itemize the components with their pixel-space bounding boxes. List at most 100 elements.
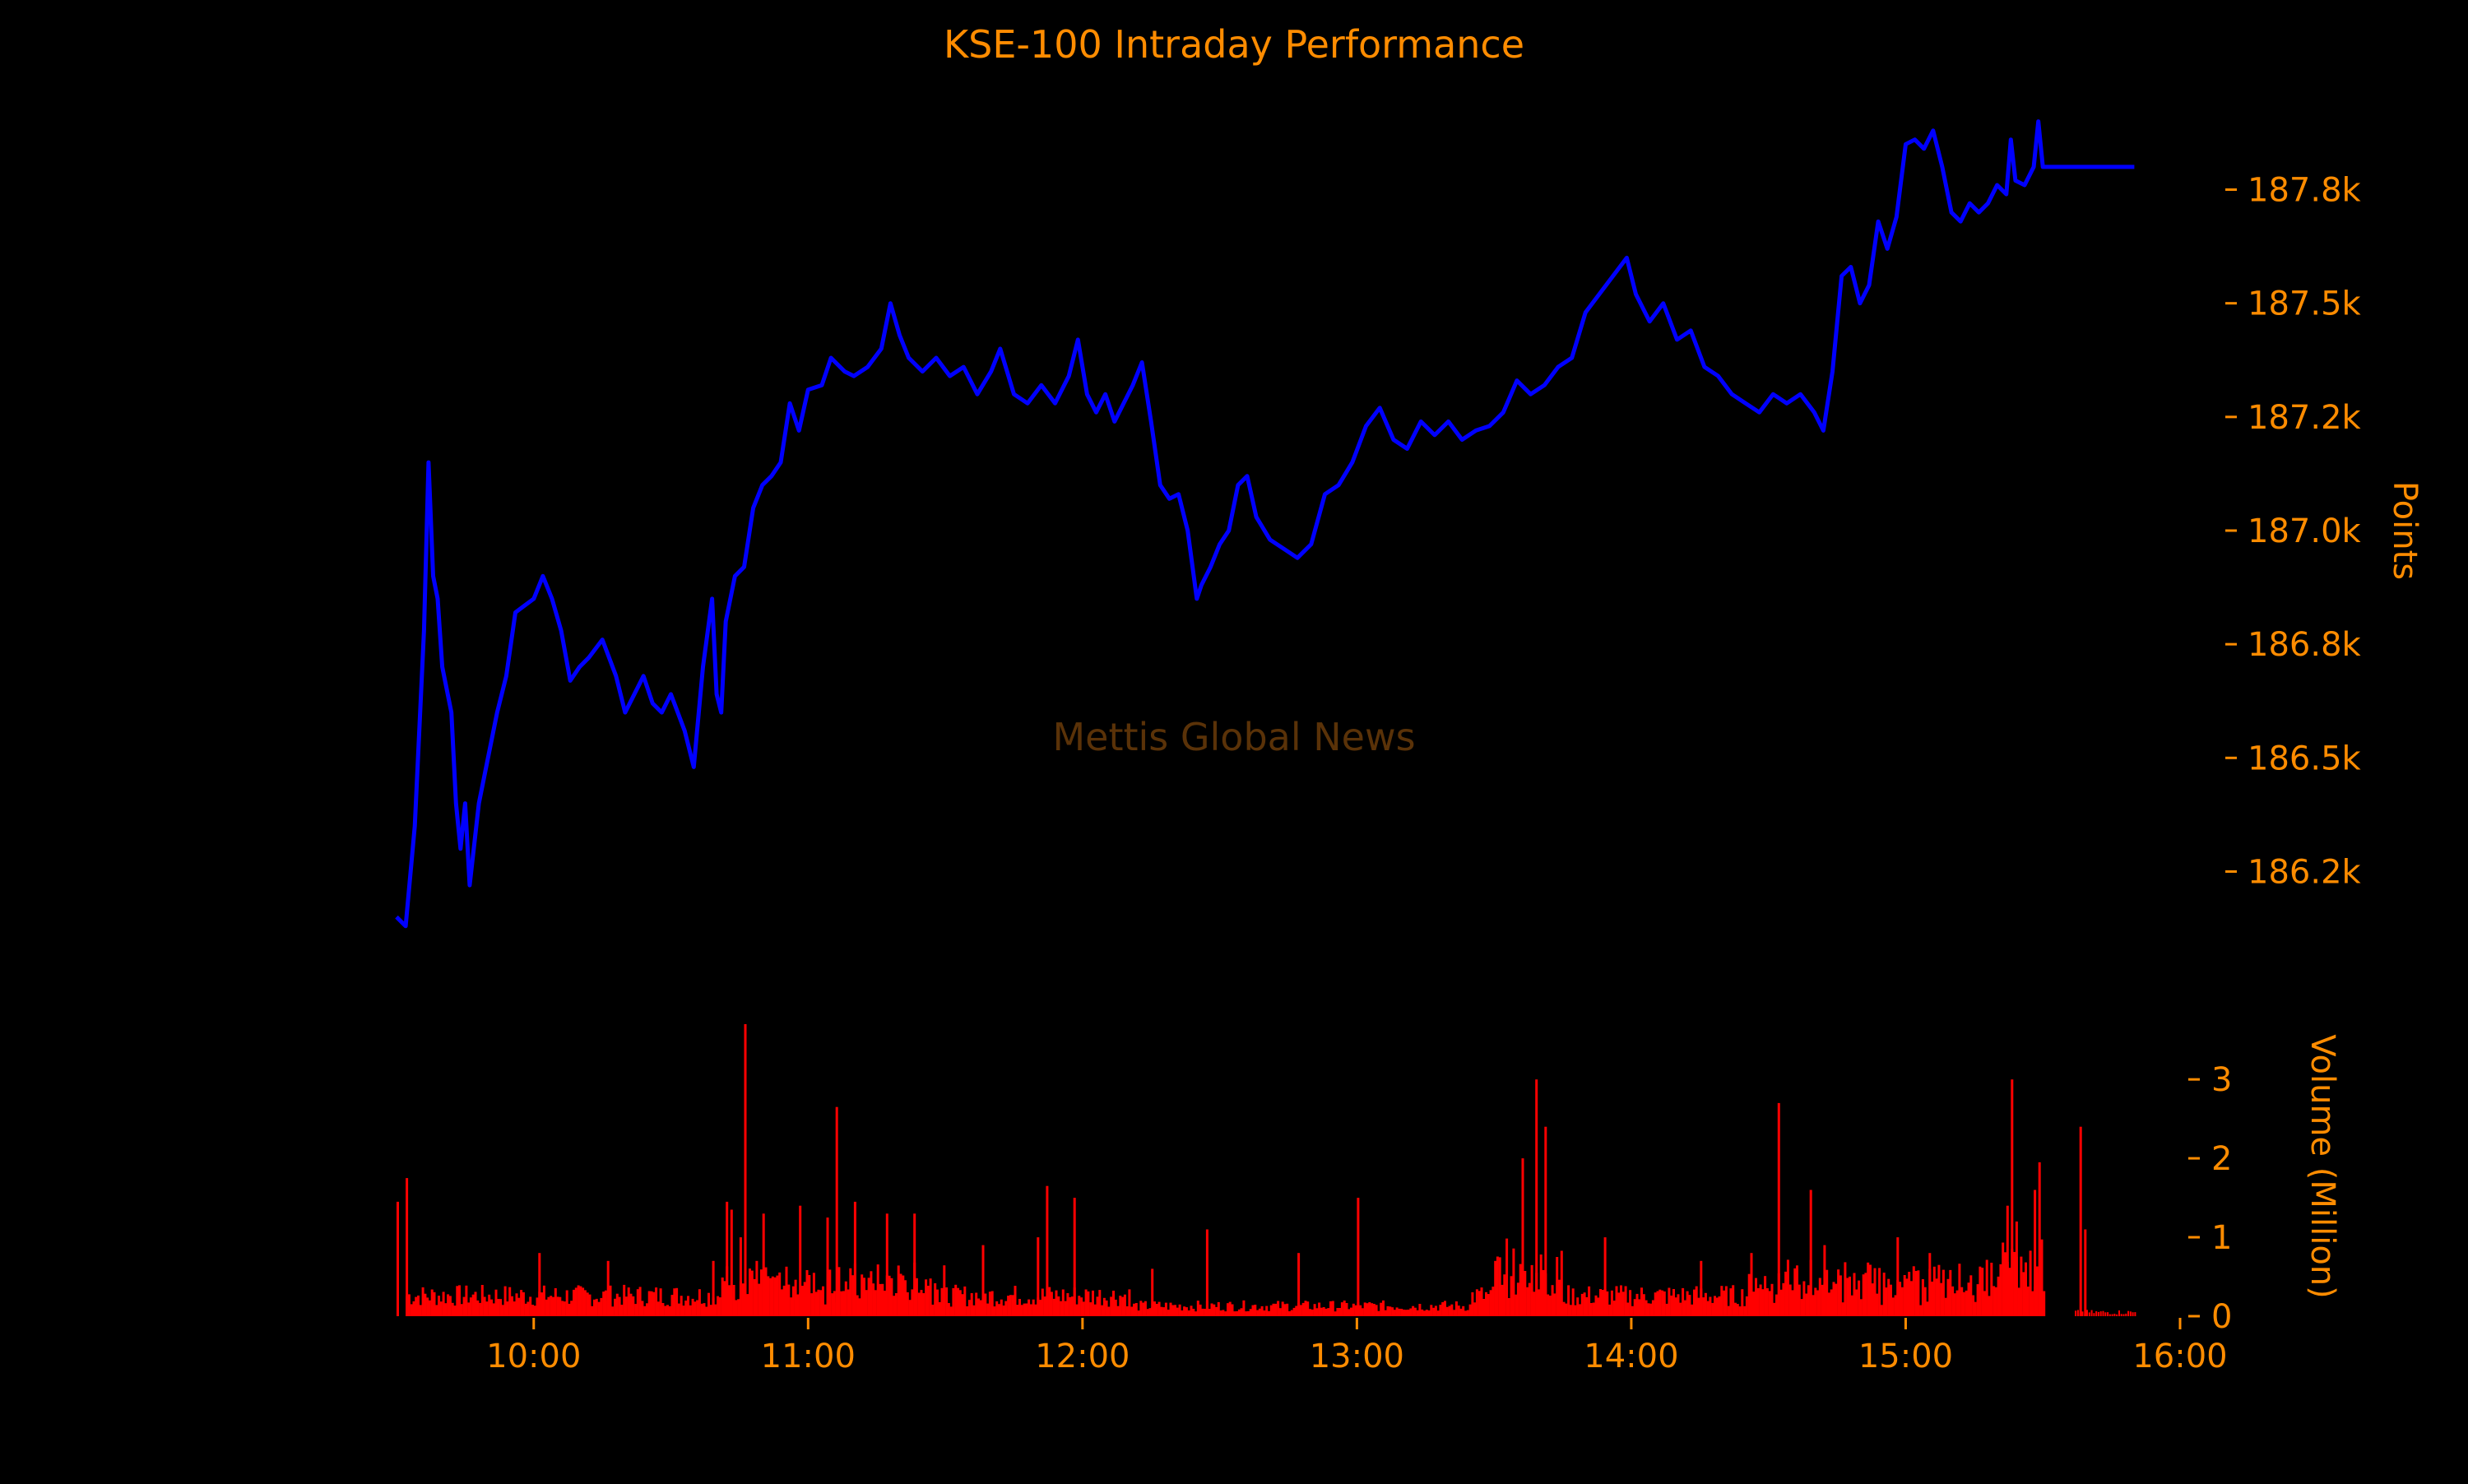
volume-base-bar <box>1599 1289 1602 1316</box>
volume-base-bar <box>741 1283 745 1316</box>
volume-base-bar <box>1384 1310 1387 1316</box>
volume-base-bar <box>2076 1310 2079 1316</box>
volume-base-bar <box>462 1296 466 1316</box>
volume-base-bar <box>480 1285 484 1316</box>
volume-base-bar <box>1016 1305 1019 1316</box>
volume-base-bar <box>865 1290 868 1316</box>
volume-base-bar <box>1020 1305 1023 1316</box>
volume-base-bar <box>568 1303 571 1316</box>
volume-base-bar <box>749 1268 751 1316</box>
volume-base-bar <box>1997 1276 2000 1316</box>
volume-base-bar <box>1290 1310 1293 1316</box>
volume-base-bar <box>1432 1307 1436 1316</box>
volume-spike-20 <box>1151 1268 1154 1316</box>
volume-base-bar <box>1331 1301 1334 1316</box>
volume-base-bar <box>1899 1282 1902 1316</box>
volume-base-bar <box>1569 1305 1572 1316</box>
volume-base-bar <box>614 1298 617 1316</box>
volume-base-bar <box>641 1301 644 1316</box>
volume-base-bar <box>1761 1289 1765 1316</box>
volume-base-bar <box>623 1284 626 1316</box>
volume-base-bar <box>844 1281 847 1316</box>
volume-base-bar <box>1873 1268 1877 1316</box>
volume-tick-label-1: 1 <box>2211 1219 2232 1257</box>
volume-base-bar <box>536 1297 539 1316</box>
volume-base-bar <box>1231 1304 1234 1316</box>
volume-base-bar <box>1510 1276 1513 1316</box>
volume-base-bar <box>1981 1268 1984 1316</box>
volume-base-bar <box>1752 1292 1756 1316</box>
chart-title: KSE-100 Intraday Performance <box>944 22 1524 67</box>
volume-base-bar <box>758 1283 761 1316</box>
volume-base-bar <box>1425 1310 1428 1316</box>
volume-base-bar <box>906 1292 909 1316</box>
volume-base-bar <box>2020 1256 2023 1316</box>
volume-base-bar <box>1260 1305 1264 1316</box>
volume-base-bar <box>417 1295 420 1316</box>
volume-base-bar <box>1018 1299 1021 1316</box>
volume-base-bar <box>1050 1292 1053 1316</box>
volume-base-bar <box>1816 1290 1820 1316</box>
volume-base-bar <box>1597 1297 1600 1316</box>
volume-base-bar <box>540 1292 544 1316</box>
volume-spike-37 <box>2011 1079 2014 1316</box>
volume-base-bar <box>483 1296 486 1316</box>
volume-base-bar <box>717 1296 720 1316</box>
volume-base-bar <box>1919 1305 1923 1316</box>
volume-base-bar <box>1734 1302 1737 1316</box>
volume-base-bar <box>433 1292 436 1316</box>
volume-base-bar <box>490 1299 493 1316</box>
volume-base-bar <box>876 1264 879 1316</box>
volume-base-bar <box>1080 1297 1083 1316</box>
volume-base-bar <box>1295 1305 1298 1316</box>
volume-base-bar <box>2093 1313 2095 1316</box>
volume-base-bar <box>1629 1290 1632 1316</box>
volume-base-bar <box>1315 1308 1319 1316</box>
volume-base-bar <box>682 1305 685 1316</box>
volume-base-bar <box>753 1278 756 1316</box>
volume-base-bar <box>1988 1296 1991 1316</box>
volume-base-bar <box>796 1294 800 1316</box>
volume-base-bar <box>1953 1293 1956 1316</box>
volume-base-bar <box>917 1292 921 1316</box>
volume-base-bar <box>595 1298 598 1316</box>
volume-base-bar <box>456 1286 459 1316</box>
volume-base-bar <box>1215 1306 1218 1316</box>
volume-base-bar <box>1453 1310 1456 1316</box>
volume-base-bar <box>1617 1292 1621 1316</box>
volume-base-bar <box>1498 1257 1501 1316</box>
volume-spike-2 <box>538 1253 541 1316</box>
volume-base-bar <box>1530 1264 1533 1316</box>
volume-base-bar <box>970 1293 973 1316</box>
volume-base-bar <box>1645 1300 1648 1316</box>
volume-spike-1 <box>406 1178 409 1316</box>
volume-base-bar <box>1128 1289 1131 1316</box>
volume-base-bar <box>1258 1308 1261 1316</box>
volume-spike-3 <box>606 1260 610 1316</box>
volume-base-bar <box>1921 1279 1924 1316</box>
volume-base-bar <box>1974 1301 1977 1316</box>
volume-base-bar <box>2090 1310 2093 1316</box>
volume-base-bar <box>550 1296 553 1316</box>
volume-base-bar <box>656 1301 660 1316</box>
volume-base-bar <box>2017 1287 2020 1316</box>
volume-base-bar <box>810 1293 814 1316</box>
volume-base-bar <box>1348 1309 1351 1316</box>
volume-base-bar <box>1589 1303 1593 1316</box>
volume-base-bar <box>547 1296 550 1316</box>
volume-base-bar <box>1835 1283 1838 1316</box>
volume-base-bar <box>1610 1290 1613 1316</box>
price-tick-label-1: 186.5k <box>2248 740 2362 777</box>
volume-base-bar <box>958 1290 962 1316</box>
volume-base-bar <box>1407 1310 1410 1316</box>
volume-base-bar <box>1515 1294 1518 1316</box>
volume-tick-label-0: 0 <box>2211 1298 2232 1336</box>
volume-base-bar <box>1805 1293 1808 1316</box>
volume-base-bar <box>975 1292 978 1316</box>
volume-base-bar <box>1007 1296 1010 1316</box>
volume-base-bar <box>559 1296 562 1316</box>
volume-base-bar <box>1023 1303 1026 1316</box>
volume-base-bar <box>1825 1269 1829 1316</box>
volume-base-bar <box>643 1305 647 1316</box>
